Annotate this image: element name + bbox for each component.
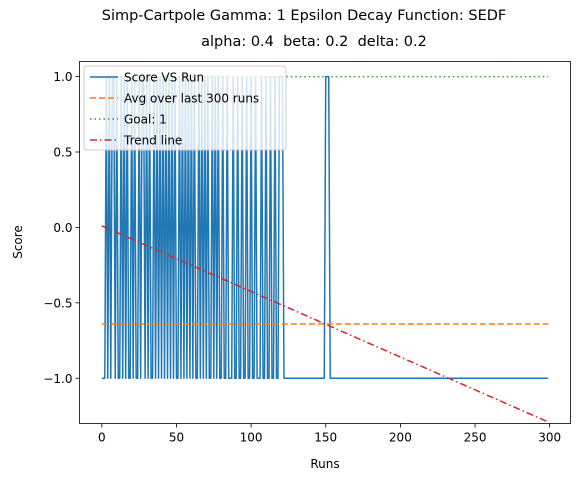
- x-tick-label: 200: [389, 431, 412, 445]
- y-axis: −1.0 −0.5 0.0 0.5 1.0: [43, 70, 80, 386]
- x-tick-label: 0: [98, 431, 106, 445]
- y-tick-label: 0.5: [53, 146, 72, 160]
- x-tick-label: 100: [240, 431, 263, 445]
- x-tick-label: 150: [314, 431, 337, 445]
- y-tick-label: −1.0: [43, 372, 72, 386]
- axes-frame: [79, 61, 571, 424]
- chart-subtitle: alpha: 0.4 beta: 0.2 delta: 0.2: [201, 34, 427, 50]
- legend-label-1: Score VS Run: [124, 71, 204, 85]
- x-tick-label: 300: [538, 431, 561, 445]
- chart-title: Simp-Cartpole Gamma: 1 Epsilon Decay Fun…: [101, 8, 507, 24]
- legend-label-2: Avg over last 300 runs: [124, 92, 259, 106]
- legend-label-3: Goal: 1: [124, 113, 167, 127]
- y-axis-label: Score: [11, 225, 25, 259]
- x-axis: 0 50 100 150 200 250 300: [98, 423, 561, 445]
- y-tick-label: 0.0: [53, 221, 72, 235]
- y-tick-label: 1.0: [53, 70, 72, 84]
- legend-label-4: Trend line: [123, 134, 182, 148]
- x-tick-label: 50: [169, 431, 184, 445]
- series-line-1: [101, 75, 549, 379]
- plot-area: [101, 75, 549, 423]
- series-line-4: [101, 225, 549, 423]
- legend: Score VS Run Avg over last 300 runs Goal: …: [83, 65, 287, 151]
- legend-box: [83, 65, 287, 151]
- x-axis-label: Runs: [310, 457, 339, 471]
- y-tick-label: −0.5: [43, 296, 72, 310]
- x-tick-label: 250: [464, 431, 487, 445]
